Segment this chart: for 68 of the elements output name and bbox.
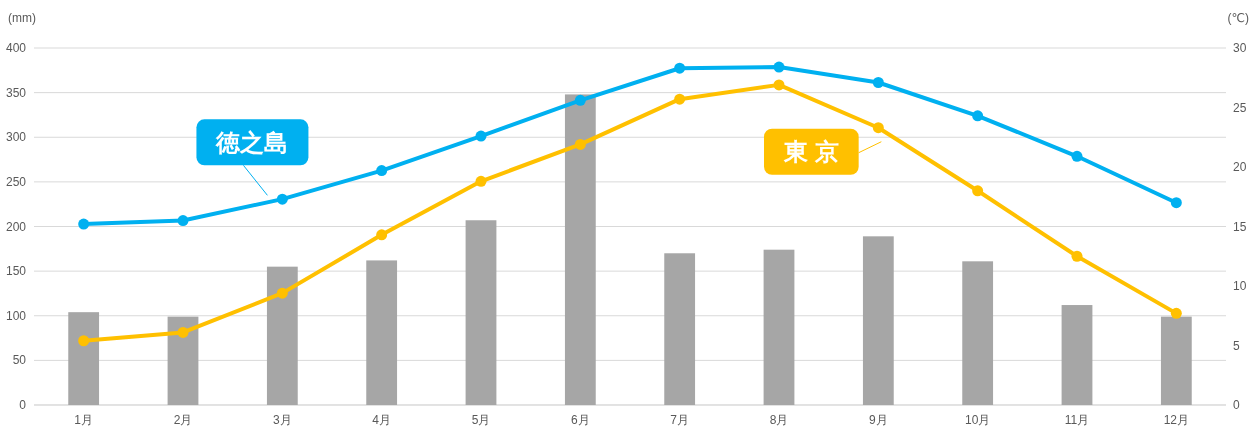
point bbox=[78, 218, 90, 230]
point bbox=[1071, 150, 1083, 162]
x-tick-label: 8月 bbox=[769, 413, 789, 427]
y2-tick-label: 10 bbox=[1233, 279, 1247, 293]
point bbox=[773, 79, 785, 91]
bar bbox=[564, 94, 596, 405]
point bbox=[376, 229, 388, 241]
point bbox=[177, 215, 189, 227]
y-tick-label: 300 bbox=[5, 130, 27, 145]
bar bbox=[862, 236, 894, 405]
point bbox=[1170, 307, 1182, 319]
x-tick-label: 9月 bbox=[868, 413, 888, 427]
point bbox=[972, 185, 984, 197]
bar bbox=[1160, 316, 1192, 405]
bar bbox=[68, 312, 100, 405]
y-tick-label: 400 bbox=[5, 41, 27, 55]
bar bbox=[266, 266, 298, 405]
point bbox=[972, 110, 984, 122]
x-tick-label: 2月 bbox=[173, 413, 193, 427]
y2-tick-label: 5 bbox=[1233, 338, 1240, 353]
point bbox=[674, 93, 686, 105]
y2-tick-label: 0 bbox=[1233, 398, 1240, 412]
x-tick-label: 12月 bbox=[1163, 413, 1190, 427]
y-axis-title: (mm) bbox=[8, 11, 36, 25]
point bbox=[872, 77, 884, 89]
point bbox=[773, 61, 785, 73]
x-tick-label: 10月 bbox=[964, 413, 991, 427]
point bbox=[574, 138, 586, 150]
bar bbox=[167, 316, 199, 405]
bar bbox=[465, 220, 497, 405]
y2-tick-label: 30 bbox=[1233, 41, 1247, 55]
bar bbox=[664, 253, 696, 405]
point bbox=[177, 326, 189, 338]
bar bbox=[962, 261, 994, 405]
y-tick-label: 0 bbox=[19, 398, 27, 412]
x-tick-label: 5月 bbox=[471, 413, 491, 427]
point bbox=[1170, 197, 1182, 209]
point bbox=[475, 130, 487, 142]
y2-axis-title: (℃) bbox=[1227, 11, 1249, 25]
point bbox=[276, 193, 288, 205]
x-tick-label: 4月 bbox=[372, 413, 392, 427]
y-tick-label: 200 bbox=[5, 219, 27, 234]
x-tick-label: 3月 bbox=[272, 413, 292, 427]
y-tick-label: 100 bbox=[5, 308, 27, 323]
x-tick-label: 7月 bbox=[670, 413, 690, 427]
point bbox=[78, 335, 90, 347]
y-tick-label: 150 bbox=[5, 264, 27, 279]
legend-label: 東 京 bbox=[783, 138, 839, 166]
y-tick-label: 250 bbox=[5, 174, 27, 189]
point bbox=[574, 94, 586, 106]
point bbox=[376, 165, 388, 177]
point bbox=[475, 175, 487, 187]
bar bbox=[366, 260, 398, 405]
point bbox=[674, 62, 686, 74]
series-label: 徳之島 bbox=[215, 128, 289, 156]
point bbox=[276, 287, 288, 299]
y2-tick-label: 25 bbox=[1233, 100, 1247, 115]
y-tick-label: 50 bbox=[12, 353, 27, 368]
point bbox=[1071, 250, 1083, 262]
bar bbox=[1061, 305, 1093, 405]
y2-tick-label: 15 bbox=[1233, 219, 1247, 234]
y-tick-label: 350 bbox=[5, 85, 27, 100]
y2-tick-label: 20 bbox=[1233, 160, 1247, 174]
point bbox=[872, 122, 884, 134]
x-tick-label: 1月 bbox=[74, 413, 94, 427]
bar bbox=[763, 249, 795, 405]
x-tick-label: 6月 bbox=[570, 413, 590, 427]
x-tick-label: 11月 bbox=[1064, 413, 1090, 427]
